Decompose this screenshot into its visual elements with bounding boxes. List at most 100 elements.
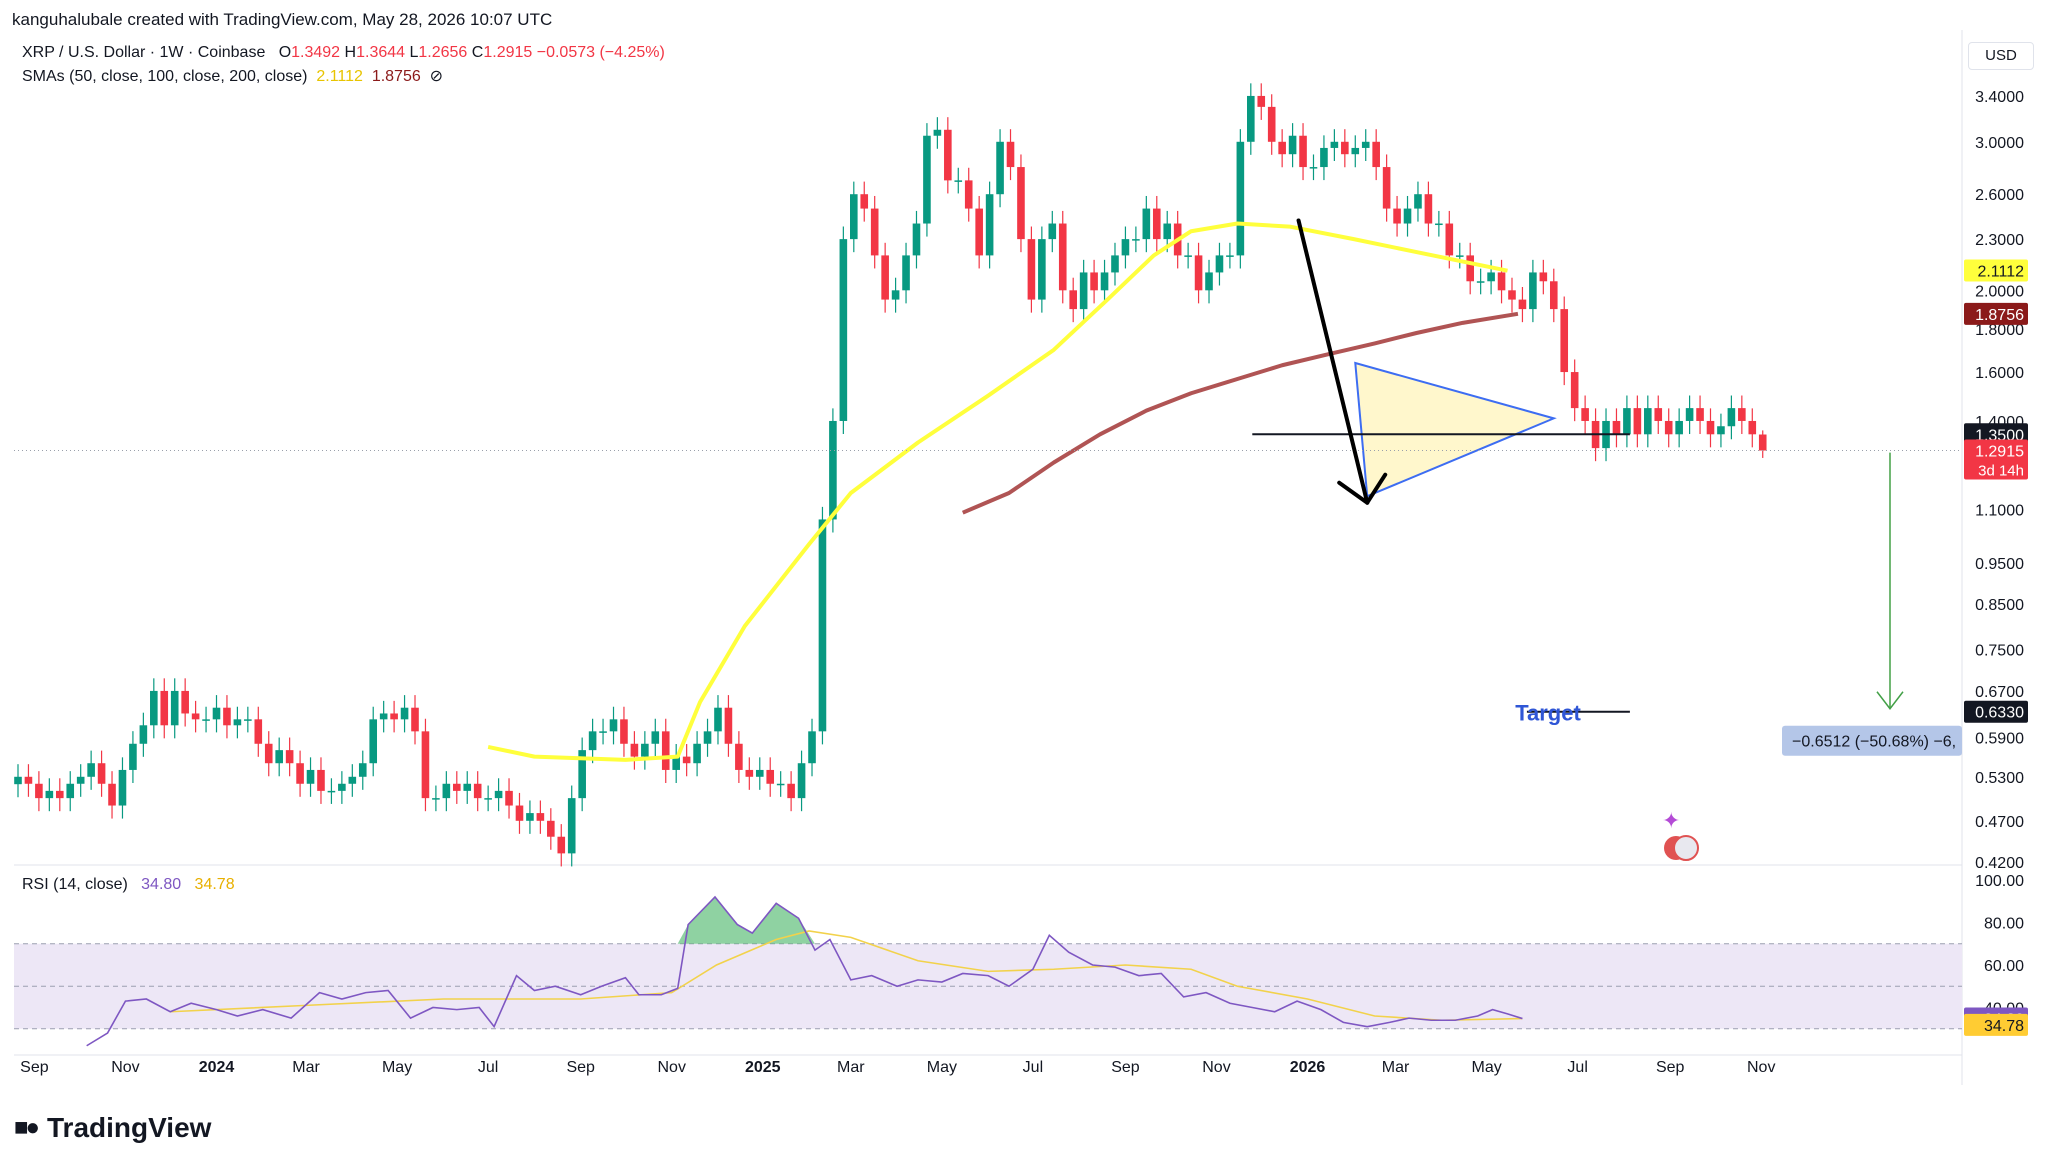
candle (1382, 167, 1391, 209)
candle (129, 743, 137, 770)
target-label: Target (1515, 701, 1581, 726)
candle (1455, 255, 1464, 257)
candle (505, 790, 513, 806)
time-tick-label: 2025 (745, 1059, 781, 1076)
candle (45, 790, 54, 799)
candle (515, 805, 524, 821)
candle (463, 783, 472, 791)
time-tick-label: 2026 (1290, 1059, 1326, 1076)
sma-label: SMAs (50, close, 100, close, 200, close) (22, 68, 308, 85)
rsi-tick-label: 80.00 (1984, 916, 2024, 933)
candle (1727, 408, 1736, 427)
candle (1152, 208, 1161, 240)
candle (390, 713, 398, 720)
time-tick-label: Nov (1202, 1059, 1230, 1076)
candle (651, 731, 660, 744)
candle (1247, 95, 1255, 142)
candle (1529, 272, 1537, 310)
candle (306, 769, 315, 784)
time-tick-label: Jul (1567, 1059, 1587, 1076)
candle (829, 420, 837, 520)
event-icon: ✦ (1662, 808, 1680, 833)
candle (630, 743, 639, 757)
candle (1058, 223, 1067, 291)
price-tick-label: 0.4700 (1975, 814, 2024, 831)
candle (1644, 408, 1652, 435)
candle (682, 756, 691, 764)
price-axis-label (1964, 302, 2028, 325)
hide-icon[interactable]: ⊘ (429, 68, 444, 85)
candle (745, 769, 754, 777)
candle (484, 798, 492, 800)
candle (1445, 223, 1454, 256)
candle (1497, 272, 1506, 291)
candle (724, 707, 733, 744)
time-tick-label: Nov (657, 1059, 685, 1076)
time-tick-label: Jul (478, 1059, 498, 1076)
candle (766, 769, 775, 784)
price-tick-label: 0.9500 (1975, 556, 2024, 573)
candle (1476, 281, 1485, 283)
currency-button[interactable]: USD (1968, 42, 2034, 70)
measure-text: −0.6512 (−50.68%) −6, (1792, 734, 1956, 751)
candle (1038, 239, 1046, 300)
price-tick-label: 0.7500 (1975, 643, 2024, 660)
candle (432, 798, 440, 800)
symbol-legend[interactable]: XRP / U.S. Dollar · 1W · Coinbase O1.349… (22, 44, 665, 61)
candle (985, 194, 994, 256)
rsi-ma-line (170, 930, 1523, 1022)
candle (233, 719, 242, 726)
time-tick-label: Nov (111, 1059, 139, 1076)
candle (578, 750, 586, 799)
candle (275, 750, 283, 764)
candle (536, 813, 545, 821)
price-tick-label: 0.6700 (1975, 684, 2024, 701)
time-tick-label: Jul (1023, 1059, 1043, 1076)
price-countdown-text: 3d 14h (1978, 463, 2024, 480)
sma-legend[interactable]: SMAs (50, close, 100, close, 200, close)… (22, 66, 443, 86)
candle (452, 783, 461, 791)
candle (1069, 290, 1077, 310)
candle (1696, 408, 1704, 421)
candles-group (14, 83, 1767, 867)
down-arrow-line (1296, 218, 1370, 505)
time-tick-label: May (927, 1059, 957, 1076)
low-value: 1.2656 (418, 44, 468, 61)
candle (139, 725, 148, 744)
chart-attribution: kanguhalubale created with TradingView.c… (12, 10, 553, 29)
candle (703, 731, 712, 744)
candle (1299, 135, 1307, 168)
candle (902, 255, 910, 291)
candle (264, 743, 273, 764)
rsi-legend[interactable]: RSI (14, close) 34.80 34.78 (22, 876, 235, 894)
sma-100-value: 2.1112 (316, 68, 363, 85)
tradingview-logo: ■● TradingView (14, 1112, 211, 1144)
candle (1048, 223, 1057, 240)
sma-100-line (487, 221, 1508, 762)
candle (317, 769, 325, 791)
price-axis-label-text: 1.8756 (1975, 307, 2024, 324)
candle (55, 790, 64, 799)
candle (150, 690, 158, 726)
price-tick-label: 0.4200 (1975, 855, 2024, 872)
candle (1320, 147, 1328, 168)
candle (755, 769, 764, 777)
candle (641, 743, 649, 757)
price-axis-label-text: 2.1112 (1977, 263, 2024, 280)
candle (296, 763, 304, 784)
candle (473, 783, 482, 799)
candle (567, 798, 576, 854)
candle (1257, 95, 1266, 107)
time-tick-label: Mar (837, 1059, 865, 1076)
tradingview-mark-icon: ■● (14, 1114, 40, 1141)
candle (421, 731, 430, 799)
open-value: 1.3492 (291, 44, 341, 61)
time-tick-label: Nov (1747, 1059, 1775, 1076)
rsi-label: RSI (14, close) (22, 876, 128, 893)
candle (1654, 408, 1663, 421)
candle (24, 776, 33, 784)
candle (557, 836, 566, 854)
candle (1194, 255, 1203, 291)
candle (1006, 141, 1015, 168)
